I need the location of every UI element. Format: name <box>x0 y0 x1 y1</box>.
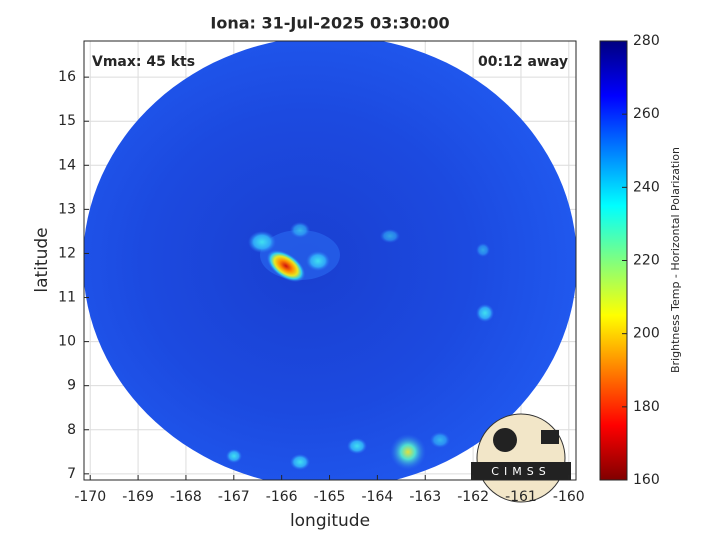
y-tick-label: 14 <box>58 157 76 173</box>
y-tick-label: 10 <box>58 334 76 350</box>
annotation: Vmax: 45 kts <box>92 54 195 70</box>
x-axis-label: longitude <box>290 511 370 531</box>
blob <box>347 438 367 454</box>
blob <box>430 432 450 448</box>
y-tick-label: 11 <box>58 290 76 306</box>
blob <box>226 449 242 463</box>
x-tick-label: -168 <box>170 489 202 505</box>
blob <box>290 222 310 238</box>
chart-title: Iona: 31-Jul-2025 03:30:00 <box>210 14 449 33</box>
blob <box>248 231 276 253</box>
colorbar-tick-label: 280 <box>633 33 660 49</box>
x-tick-label: -161 <box>505 489 537 505</box>
blob <box>476 243 490 257</box>
colorbar-tick-label: 200 <box>633 326 660 342</box>
y-tick-label: 7 <box>67 466 76 482</box>
colorbar-tick-label: 240 <box>633 179 660 195</box>
x-tick-label: -169 <box>122 489 154 505</box>
y-tick-label: 12 <box>58 245 76 261</box>
x-tick-label: -164 <box>361 489 393 505</box>
x-tick-label: -166 <box>266 489 298 505</box>
blob <box>380 229 400 243</box>
y-tick-label: 9 <box>67 378 76 394</box>
y-axis-label: latitude <box>32 227 52 292</box>
colorbar-label: Brightness Temp - Horizontal Polarizatio… <box>669 147 682 373</box>
y-tick-label: 13 <box>58 201 76 217</box>
x-tick-label: -162 <box>457 489 489 505</box>
x-tick-label: -163 <box>409 489 441 505</box>
blob <box>390 434 426 470</box>
blob <box>476 304 494 322</box>
y-tick-label: 16 <box>58 69 76 85</box>
x-tick-label: -167 <box>218 489 250 505</box>
y-tick-label: 8 <box>67 422 76 438</box>
colorbar-tick-label: 160 <box>633 472 660 488</box>
hot-spot <box>266 250 306 282</box>
logo-text: CIMSS <box>491 465 550 478</box>
colorbar-tick-label: 220 <box>633 253 660 269</box>
colorbar-tick-label: 260 <box>633 106 660 122</box>
blob <box>306 251 330 271</box>
colorbar-tick-label: 180 <box>633 399 660 415</box>
imagery <box>84 41 576 480</box>
x-tick-label: -160 <box>553 489 585 505</box>
annotation: 00:12 away <box>478 54 568 70</box>
x-tick-label: -165 <box>314 489 346 505</box>
y-tick-label: 15 <box>58 113 76 129</box>
x-tick-label: -170 <box>74 489 106 505</box>
blob <box>290 454 310 470</box>
